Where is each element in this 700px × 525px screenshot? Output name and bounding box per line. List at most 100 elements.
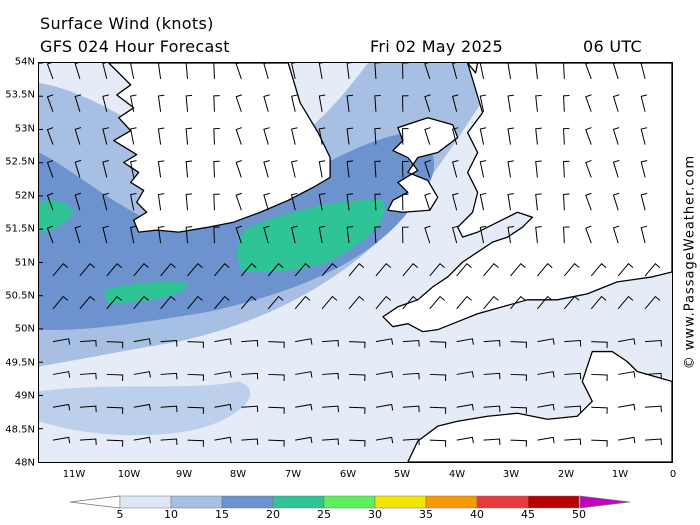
wind-barb [321,262,338,277]
wind-barbs [46,63,662,447]
wind-barb [612,159,620,178]
colorbar-swatch [119,495,172,509]
wind-barb [424,225,431,244]
wind-barb [130,94,137,112]
colorbar-swatch [374,495,427,509]
wind-barb [160,405,178,413]
colorbar-label: 50 [572,508,586,521]
colorbar-label: 40 [470,508,484,521]
wind-barb [346,94,354,112]
wind-barb [564,405,582,413]
wind-barb [424,159,431,178]
wind-barb [510,341,527,349]
wind-barb [585,63,592,80]
wind-barb [185,160,193,178]
wind-barb [322,372,339,380]
wind-barb [618,338,636,345]
wind-barb [402,339,420,347]
wind-barb [160,339,178,347]
valid-time: 06 UTC [583,37,642,56]
wind-barb [52,403,71,411]
wind-barb [535,63,542,79]
wind-barb [537,295,553,310]
colorbar-label: 15 [215,508,229,521]
wind-barb [346,193,354,211]
wind-barb [214,295,230,310]
colorbar-swatches [119,495,580,509]
wind-barb [52,262,69,277]
wind-barb [130,127,137,145]
wind-barb [402,438,420,446]
wind-barb [263,127,270,145]
wind-barb [268,439,285,447]
wind-barb [591,439,608,447]
wind-barb [483,339,501,347]
wind-barb [157,160,165,178]
wind-barb [291,63,296,80]
wind-barb [214,338,232,345]
wind-barb [640,63,646,80]
wind-barb [130,225,137,244]
colorbar-label: 30 [368,508,382,521]
wind-barb [563,127,570,145]
wind-barb [241,438,259,446]
wind-barb [318,127,326,145]
wind-barb [451,160,459,178]
wind-barb [187,295,203,310]
wind-barb [640,94,648,112]
wind-barb [157,193,165,211]
wind-barb [564,438,582,446]
wind-barb [424,192,431,211]
wind-barb [214,371,232,378]
wind-barb [74,63,81,80]
wind-barb [537,338,555,345]
wind-barb [537,262,553,277]
wind-barb [507,193,514,211]
wind-barb [263,63,269,80]
wind-barb [612,127,620,145]
wind-barb [349,439,366,447]
wind-barb [291,94,298,112]
wind-barb [157,225,165,244]
wind-barb [241,405,259,413]
wind-barb [79,438,97,446]
colorbar-swatch [170,495,223,509]
wind-barb [585,127,592,145]
wind-barb [483,438,501,446]
wind-barb [187,373,204,382]
wind-barb [241,372,259,380]
lon-label: 3W [502,469,520,480]
wind-barb [52,371,71,378]
wind-barb [349,373,366,382]
wind-barb [106,295,122,310]
colorbar-swatch [323,495,376,509]
wind-barb [535,127,542,145]
lat-label: 53N [14,123,35,135]
wind-barb [235,159,243,178]
wind-barb [318,193,326,211]
wind-barb [644,295,661,310]
wind-barb [349,406,366,414]
wind-barb [429,341,447,349]
wind-barb [451,225,459,244]
wind-barb [102,94,109,112]
wind-barb [46,192,54,211]
wind-barb [507,160,514,178]
wind-barb [507,127,514,145]
wind-barb [374,127,381,145]
wind-barb [375,371,394,378]
wind-barb [563,226,570,244]
wind-barb [187,341,204,349]
lat-label: 49.5N [5,357,35,369]
wind-barb [346,160,354,178]
wind-barb [591,341,608,349]
wind-barb [402,160,409,178]
wind-barb [479,160,487,178]
wind-barb [74,192,82,211]
wind-barb [451,63,458,80]
wind-barb [348,295,365,310]
wind-barb [185,63,193,79]
lat-label: 51N [14,257,35,269]
wind-barb [644,262,661,277]
wind-barb [213,63,220,79]
